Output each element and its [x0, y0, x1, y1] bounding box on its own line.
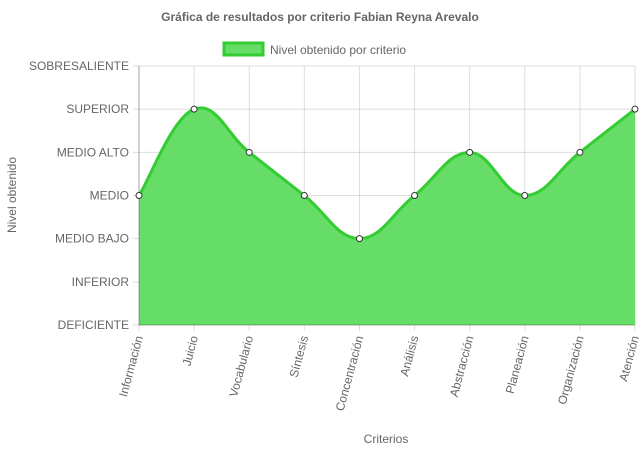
- x-axis-ticks: Información Juicio Vocabulario Síntesis Conc…: [116, 334, 639, 413]
- y-tick-label: MEDIO ALTO: [57, 145, 129, 159]
- chart-title: Gráfica de resultados por criterio Fabia…: [161, 10, 479, 24]
- y-tick-label: INFERIOR: [72, 275, 130, 289]
- data-points: [135, 105, 639, 243]
- data-point[interactable]: [245, 148, 253, 156]
- y-axis-title: Nivel obtenido: [5, 157, 19, 233]
- x-axis-title: Criterios: [364, 432, 409, 446]
- series-area-fill: [139, 107, 635, 325]
- x-tick-label: Vocabulario: [226, 334, 256, 399]
- series-line: [137, 106, 636, 241]
- x-tick-label: Síntesis: [287, 334, 312, 379]
- y-tick-label: DEFICIENTE: [58, 318, 129, 332]
- data-point[interactable]: [631, 105, 639, 113]
- data-point[interactable]: [355, 235, 363, 243]
- x-tick-label: Atención: [616, 334, 639, 383]
- x-tick-label: Juicio: [180, 334, 202, 368]
- data-point[interactable]: [521, 192, 529, 199]
- data-point[interactable]: [300, 192, 308, 199]
- data-point[interactable]: [576, 148, 584, 156]
- y-tick-label: MEDIO BAJO: [55, 232, 129, 246]
- x-tick-label: Análisis: [397, 334, 421, 378]
- legend-swatch: [222, 41, 265, 57]
- legend[interactable]: Nivel obtenido por criterio: [222, 41, 406, 57]
- y-axis-ticks: DEFICIENTE INFERIOR MEDIO BAJO MEDIO MEDIO A…: [29, 59, 129, 332]
- x-tick-label: Organización: [555, 334, 587, 406]
- x-tick-label: Abstracción: [447, 334, 477, 398]
- data-point[interactable]: [411, 192, 419, 199]
- legend-label: Nivel obtenido por criterio: [270, 43, 406, 57]
- data-point[interactable]: [190, 105, 198, 113]
- series-area: [137, 106, 636, 325]
- y-tick-label: MEDIO: [90, 189, 129, 203]
- x-tick-label: Planeación: [503, 334, 532, 395]
- y-tick-label: SUPERIOR: [66, 102, 129, 116]
- data-point[interactable]: [135, 192, 143, 199]
- y-tick-label: SOBRESALIENTE: [29, 59, 129, 73]
- x-tick-label: Concentración: [333, 334, 367, 412]
- data-point[interactable]: [466, 148, 474, 156]
- x-tick-label: Información: [116, 334, 146, 398]
